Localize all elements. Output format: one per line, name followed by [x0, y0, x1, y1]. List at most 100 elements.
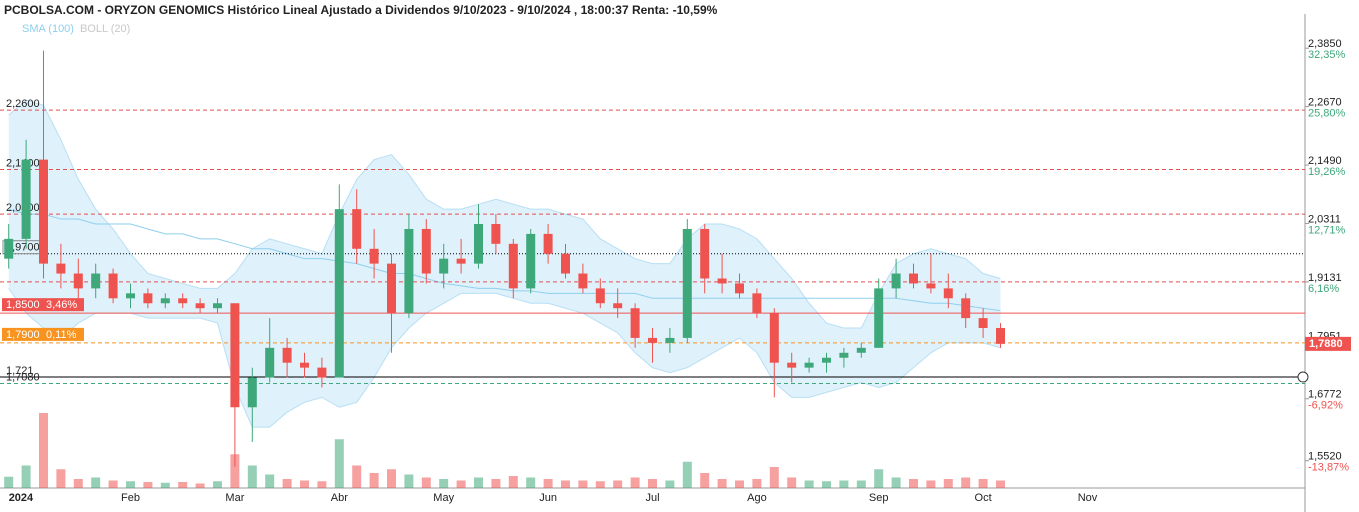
- candle-body: [717, 278, 727, 284]
- volume-bar: [822, 481, 831, 488]
- level-tag: 0,11%: [46, 329, 77, 341]
- level-label: 1,721: [6, 365, 34, 377]
- level-label: 1,9700: [6, 242, 40, 254]
- volume-bar: [752, 479, 762, 488]
- y-tick-label: 1,6772: [1308, 389, 1342, 401]
- volume-bar: [961, 477, 971, 488]
- volume-bar: [891, 477, 901, 488]
- volume-bar: [700, 473, 710, 488]
- volume-bar: [73, 479, 83, 488]
- volume-bar: [247, 465, 257, 488]
- x-tick-label: Mar: [225, 492, 244, 504]
- candle-body: [978, 318, 988, 329]
- volume-bar: [909, 479, 918, 488]
- volume-bar: [665, 480, 675, 488]
- x-tick-label: 2024: [9, 492, 34, 504]
- candle-body: [265, 347, 275, 378]
- candle-body: [561, 253, 570, 274]
- candle-body: [648, 337, 657, 343]
- candle-body: [4, 238, 14, 259]
- candle-body: [213, 303, 222, 309]
- candle-body: [891, 273, 901, 289]
- candle-body: [909, 273, 918, 284]
- y-tick-label: 2,0311: [1308, 213, 1341, 225]
- volume-bar: [334, 439, 344, 488]
- volume-bar: [769, 467, 779, 488]
- volume-bar: [195, 483, 205, 488]
- volume-bar: [648, 479, 657, 488]
- volume-bar: [787, 477, 797, 488]
- y-tick-label: 2,1490: [1308, 155, 1342, 167]
- candle-body: [143, 293, 153, 304]
- candle-body: [839, 352, 849, 358]
- y-tick-label: 1,9131: [1308, 272, 1342, 284]
- volume-bar: [856, 480, 866, 488]
- candle-body: [996, 328, 1005, 344]
- candle-body: [752, 293, 762, 314]
- volume-bar: [439, 479, 449, 488]
- candle-body: [317, 367, 327, 378]
- x-tick-label: Jul: [645, 492, 659, 504]
- candle-body: [682, 228, 692, 338]
- candle-body: [787, 362, 797, 368]
- volume-bar: [613, 480, 623, 488]
- y-tick-label: 2,2670: [1308, 97, 1342, 109]
- volume-bar: [230, 454, 240, 488]
- volume-bar: [682, 461, 692, 488]
- volume-bar: [213, 481, 222, 488]
- candle-body: [822, 357, 831, 363]
- level-label: 1,7900: [6, 329, 40, 341]
- y-tick-change: -6,92%: [1308, 400, 1343, 412]
- chart-title: PCBOLSA.COM - ORYZON GENOMICS Histórico …: [4, 3, 718, 17]
- candle-body: [334, 209, 344, 378]
- volume-bar: [595, 481, 605, 488]
- candle-body: [630, 308, 640, 338]
- volume-bar: [265, 474, 275, 488]
- volume-bar: [352, 465, 362, 488]
- volume-bar: [91, 477, 101, 488]
- sma-line: [8, 208, 1001, 312]
- band-fill: [8, 100, 1001, 428]
- volume-bar: [735, 480, 744, 488]
- volume-bar: [317, 481, 327, 488]
- last-price-label: 1,7880: [1309, 338, 1343, 350]
- y-tick-label: 2,3850: [1308, 38, 1342, 50]
- candle-body: [804, 362, 814, 368]
- candle-body: [230, 303, 240, 408]
- volume-bar: [717, 479, 727, 488]
- x-tick-label: Jun: [539, 492, 557, 504]
- candle-body: [665, 337, 675, 343]
- volume-bar: [926, 480, 936, 488]
- volume-bar: [874, 469, 884, 488]
- level-tag: 3,46%: [46, 299, 77, 311]
- candle-body: [856, 347, 866, 353]
- volume-bar: [387, 469, 396, 488]
- y-tick-change: -13,87%: [1308, 462, 1349, 474]
- candle-body: [126, 293, 135, 299]
- x-tick-label: Ago: [747, 492, 767, 504]
- candle-body: [282, 347, 292, 363]
- y-tick-change: 19,26%: [1308, 166, 1346, 178]
- candle-body: [613, 303, 623, 309]
- volume-bar: [996, 480, 1005, 488]
- candle-body: [421, 228, 431, 274]
- volume-bar: [491, 479, 501, 488]
- volume-bar: [404, 474, 414, 488]
- volume-bar: [126, 481, 135, 488]
- x-tick-label: Feb: [121, 492, 140, 504]
- candle-body: [508, 243, 518, 289]
- volume-bar: [508, 476, 518, 488]
- y-tick-change: 25,80%: [1308, 108, 1346, 120]
- band-upper: [8, 99, 1001, 329]
- candle-body: [700, 228, 710, 279]
- candle-body: [352, 209, 362, 249]
- candle-body: [300, 362, 309, 368]
- y-tick-label: 1,5520: [1308, 451, 1342, 463]
- x-tick-label: May: [433, 492, 454, 504]
- volume-bar: [804, 480, 814, 488]
- y-tick-change: 6,16%: [1308, 283, 1339, 295]
- volume-bar: [143, 482, 153, 488]
- volume-bar: [561, 480, 570, 488]
- candle-body: [56, 263, 66, 274]
- volume-bar: [839, 480, 849, 488]
